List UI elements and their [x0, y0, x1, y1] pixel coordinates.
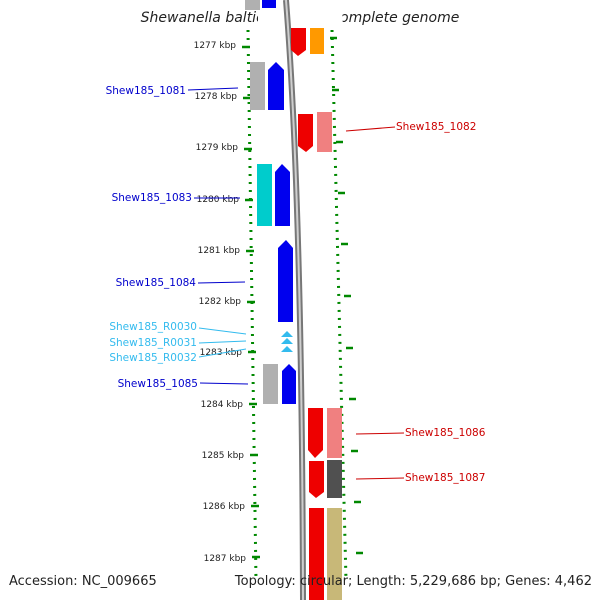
label-shew185-1087[interactable]: Shew185_1087 — [405, 472, 485, 484]
gene-1087[interactable] — [327, 460, 342, 498]
gene-1084[interactable] — [278, 240, 293, 322]
gene-1082[interactable] — [317, 112, 332, 152]
gene-orange-1[interactable] — [310, 28, 324, 54]
gene-red-1[interactable] — [291, 28, 306, 56]
label-shew185-1085[interactable]: Shew185_1085 — [118, 378, 198, 390]
rna-r0030[interactable] — [281, 331, 293, 337]
ruler-label: 1280 kbp — [197, 195, 240, 205]
label-shew185-r0030[interactable]: Shew185_R0030 — [109, 321, 197, 333]
ruler-label: 1279 kbp — [196, 143, 239, 153]
ruler-label: 1286 kbp — [203, 502, 246, 512]
label-shew185-r0031[interactable]: Shew185_R0031 — [109, 337, 197, 349]
label-shew185-r0032[interactable]: Shew185_R0032 — [109, 352, 197, 364]
ruler-label: 1278 kbp — [195, 92, 238, 102]
gene-khaki-bottom[interactable] — [327, 508, 342, 600]
accession-text: Accession: NC_009665 — [9, 574, 157, 589]
gene-cyan-1083[interactable] — [257, 164, 272, 226]
label-shew185-1081[interactable]: Shew185_1081 — [106, 85, 186, 97]
gene-gray-1081[interactable] — [250, 62, 265, 110]
gene-gray-1085[interactable] — [263, 364, 278, 404]
gene-1083[interactable] — [275, 164, 290, 226]
ruler-label: 1282 kbp — [199, 297, 242, 307]
gene-labels: Shew185_1081 Shew185_1082 Shew185_1083 S… — [106, 85, 486, 484]
ruler-label: 1284 kbp — [201, 400, 244, 410]
label-leaders — [187, 87, 405, 480]
gene-features[interactable] — [245, 0, 342, 600]
gene-1086[interactable] — [327, 408, 342, 458]
ruler-label: 1285 kbp — [202, 451, 245, 461]
label-shew185-1084[interactable]: Shew185_1084 — [116, 277, 197, 289]
label-shew185-1082[interactable]: Shew185_1082 — [396, 121, 476, 133]
genome-backbone — [283, 0, 306, 600]
gene-gray-top[interactable] — [245, 0, 260, 10]
gene-red-bottom[interactable] — [309, 508, 324, 600]
ruler-label: 1277 kbp — [194, 41, 237, 51]
gene-1086-red[interactable] — [308, 408, 323, 458]
ruler-label: 1281 kbp — [198, 246, 241, 256]
topology-text: Topology: circular; Length: 5,229,686 bp… — [234, 574, 592, 589]
rna-r0032[interactable] — [281, 346, 293, 352]
ruler-label: 1287 kbp — [204, 554, 247, 564]
gene-1082-red[interactable] — [298, 114, 313, 152]
label-shew185-1083[interactable]: Shew185_1083 — [112, 192, 192, 204]
gene-blue-top[interactable] — [262, 0, 276, 8]
gene-1081[interactable] — [268, 62, 284, 110]
label-shew185-1086[interactable]: Shew185_1086 — [405, 427, 486, 439]
gene-1087-red[interactable] — [309, 461, 324, 498]
rna-r0031[interactable] — [281, 338, 293, 344]
ruler-ticks — [242, 36, 363, 559]
gene-1085[interactable] — [282, 364, 296, 404]
ruler-labels: 1277 kbp 1278 kbp 1279 kbp 1280 kbp 1281… — [194, 41, 247, 564]
